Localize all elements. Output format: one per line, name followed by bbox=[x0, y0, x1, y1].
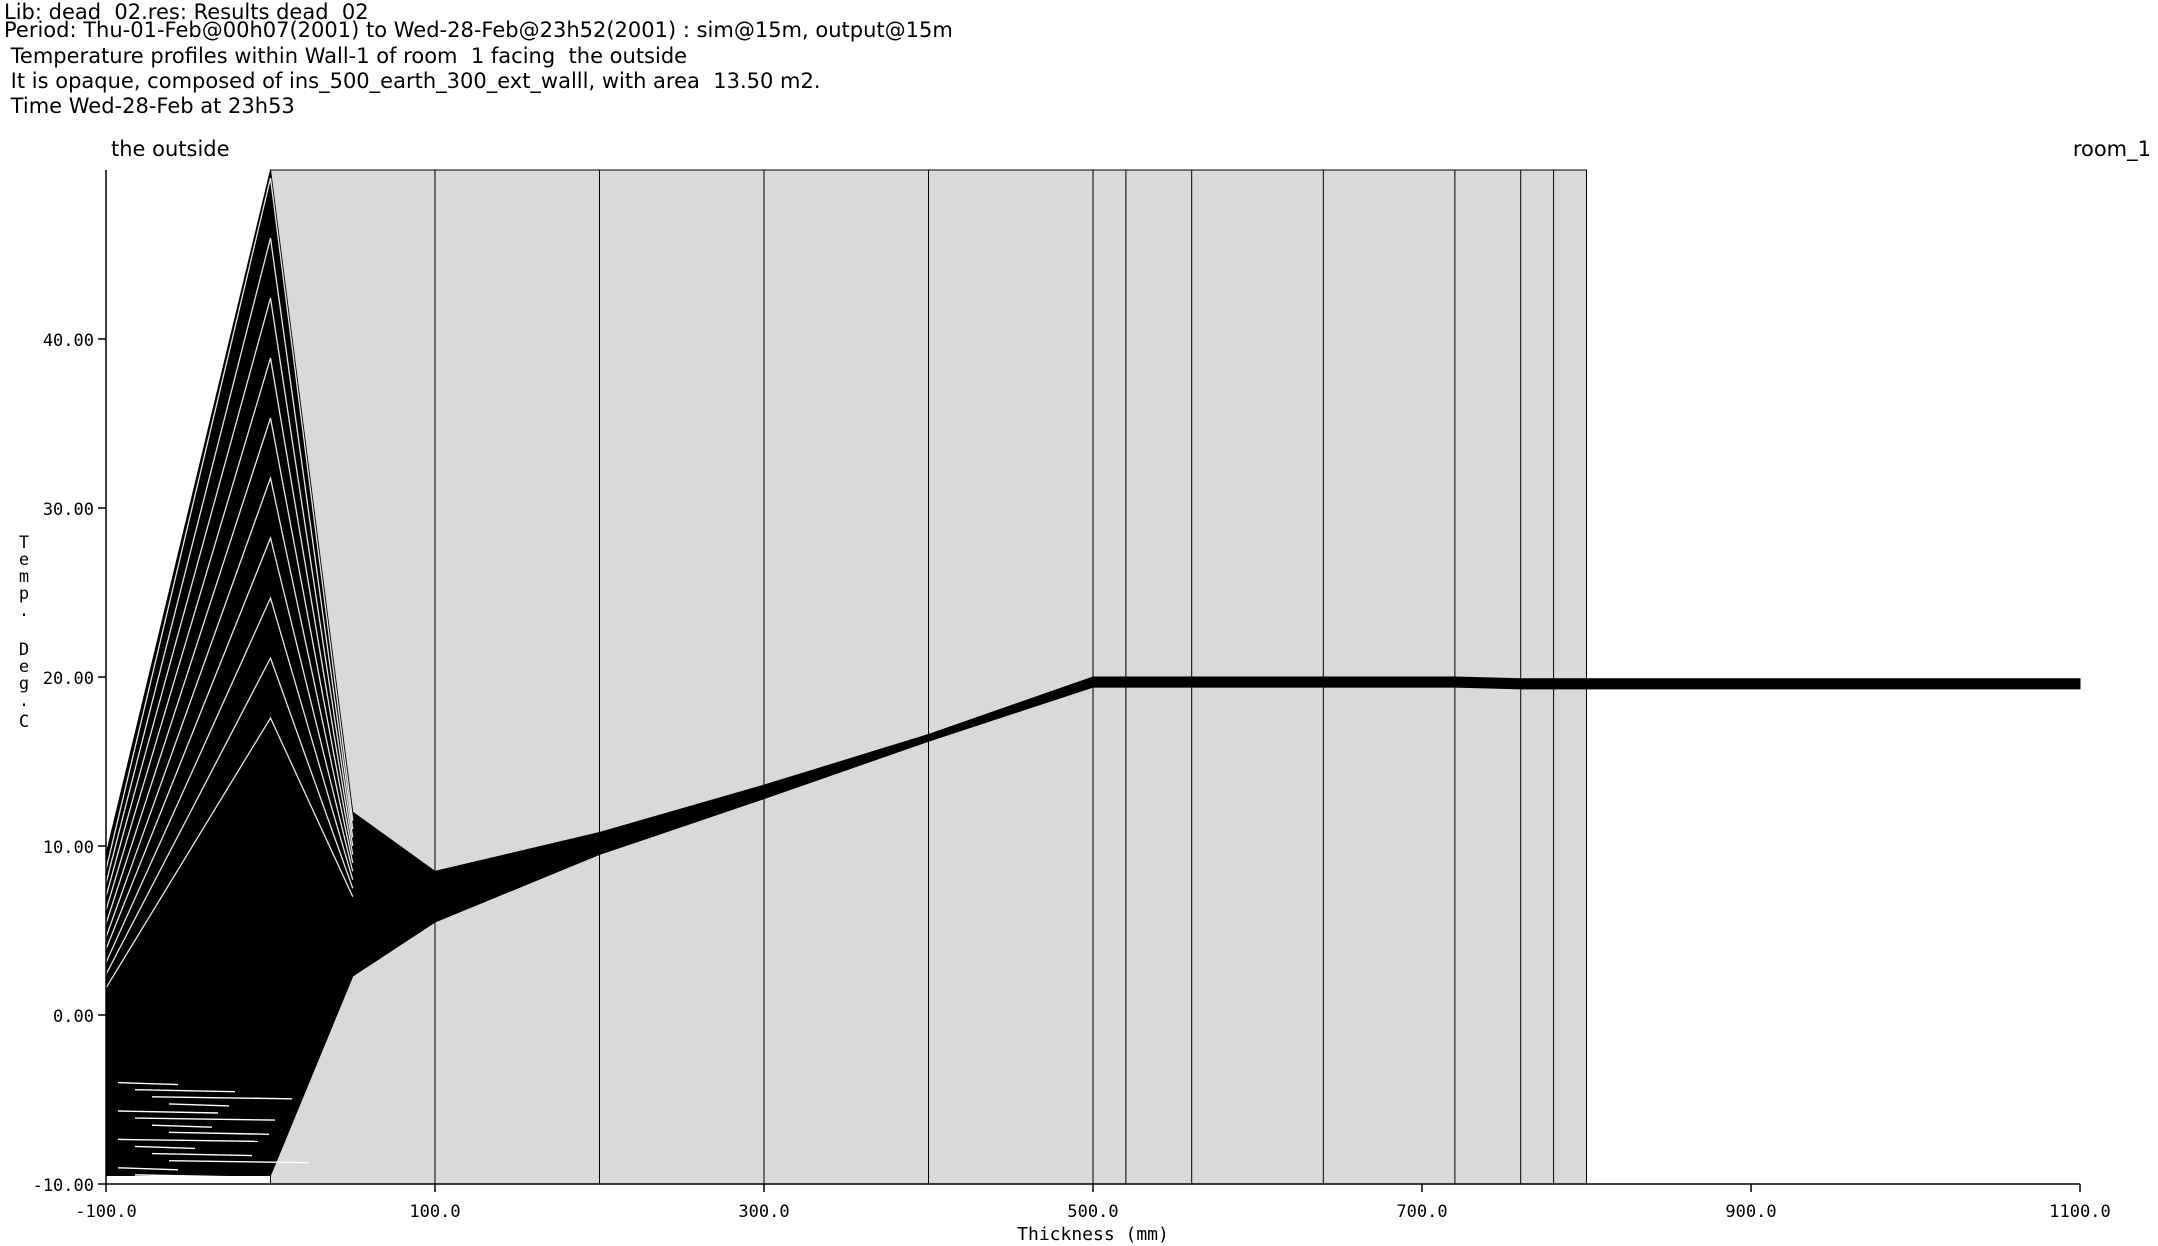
profile-gap-9 bbox=[105, 716, 354, 989]
profile-gap-3 bbox=[105, 357, 354, 911]
y-tick-label: -10.00 bbox=[33, 1176, 94, 1196]
profile-gap-8 bbox=[105, 656, 354, 975]
y-axis-label-char: m bbox=[19, 567, 29, 587]
lower-gap-5 bbox=[134, 1117, 276, 1121]
profile-envelope bbox=[105, 169, 2081, 1177]
profile-gap-6 bbox=[105, 535, 354, 950]
x-tick-label: 300.0 bbox=[738, 1202, 789, 1222]
header-profile: Temperature profiles within Wall-1 of ro… bbox=[4, 44, 688, 68]
y-tick-label: 30.00 bbox=[43, 500, 94, 520]
y-axis-label-char: e bbox=[19, 657, 29, 677]
x-tick-label: 700.0 bbox=[1396, 1202, 1447, 1222]
profile-gap-1 bbox=[105, 237, 354, 884]
y-axis-label-char: D bbox=[19, 640, 29, 660]
x-axis-label: Thickness (mm) bbox=[1017, 1224, 1169, 1245]
lower-gap-13 bbox=[134, 1174, 236, 1178]
lower-gap-11 bbox=[168, 1159, 310, 1164]
lower-gap-1 bbox=[134, 1088, 236, 1093]
header-time: Time Wed-28-Feb at 23h53 bbox=[4, 94, 295, 118]
lower-gap-6 bbox=[151, 1124, 213, 1128]
lower-gap-7 bbox=[168, 1131, 270, 1135]
lower-gap-8 bbox=[117, 1138, 259, 1143]
profile-gap-0 bbox=[105, 177, 354, 870]
x-tick-label: 100.0 bbox=[409, 1202, 460, 1222]
lower-gap-12 bbox=[117, 1167, 179, 1171]
y-axis-label-char: . bbox=[19, 601, 29, 621]
lower-gap-2 bbox=[151, 1096, 293, 1100]
lower-gap-10 bbox=[151, 1152, 253, 1157]
profile-gap-7 bbox=[105, 596, 354, 963]
x-tick-label: 1100.0 bbox=[2049, 1202, 2110, 1222]
y-axis-label-char: C bbox=[19, 712, 29, 732]
header-period: Period: Thu-01-Feb@00h07(2001) to Wed-28… bbox=[4, 18, 953, 42]
y-axis-label-char: g bbox=[19, 674, 29, 694]
y-tick-label: 0.00 bbox=[53, 1007, 94, 1027]
lower-gap-4 bbox=[117, 1110, 219, 1114]
lower-gap-9 bbox=[134, 1145, 196, 1150]
y-tick-label: 40.00 bbox=[43, 331, 94, 351]
outside-label: the outside bbox=[111, 137, 230, 161]
y-axis-label-char: . bbox=[19, 691, 29, 711]
lower-gap-0 bbox=[117, 1081, 179, 1086]
x-tick-label: -100.0 bbox=[75, 1202, 136, 1222]
y-axis-label-char: e bbox=[19, 550, 29, 570]
profile-gap-5 bbox=[105, 475, 354, 938]
profile-gap-2 bbox=[105, 297, 354, 897]
y-tick-label: 20.00 bbox=[43, 669, 94, 689]
lower-gap-3 bbox=[168, 1103, 230, 1107]
room-label: room_1 bbox=[2072, 137, 2151, 161]
y-axis-label-char: T bbox=[19, 533, 29, 553]
y-axis-label-char: p bbox=[19, 584, 29, 604]
header-construction: It is opaque, composed of ins_500_earth_… bbox=[4, 69, 821, 93]
header-lib: Lib: dead 02.res: Results dead 02 bbox=[4, 0, 369, 24]
x-tick-label: 900.0 bbox=[1725, 1202, 1776, 1222]
x-tick-label: 500.0 bbox=[1067, 1202, 1118, 1222]
profile-gap-4 bbox=[105, 417, 354, 924]
y-tick-label: 10.00 bbox=[43, 838, 94, 858]
